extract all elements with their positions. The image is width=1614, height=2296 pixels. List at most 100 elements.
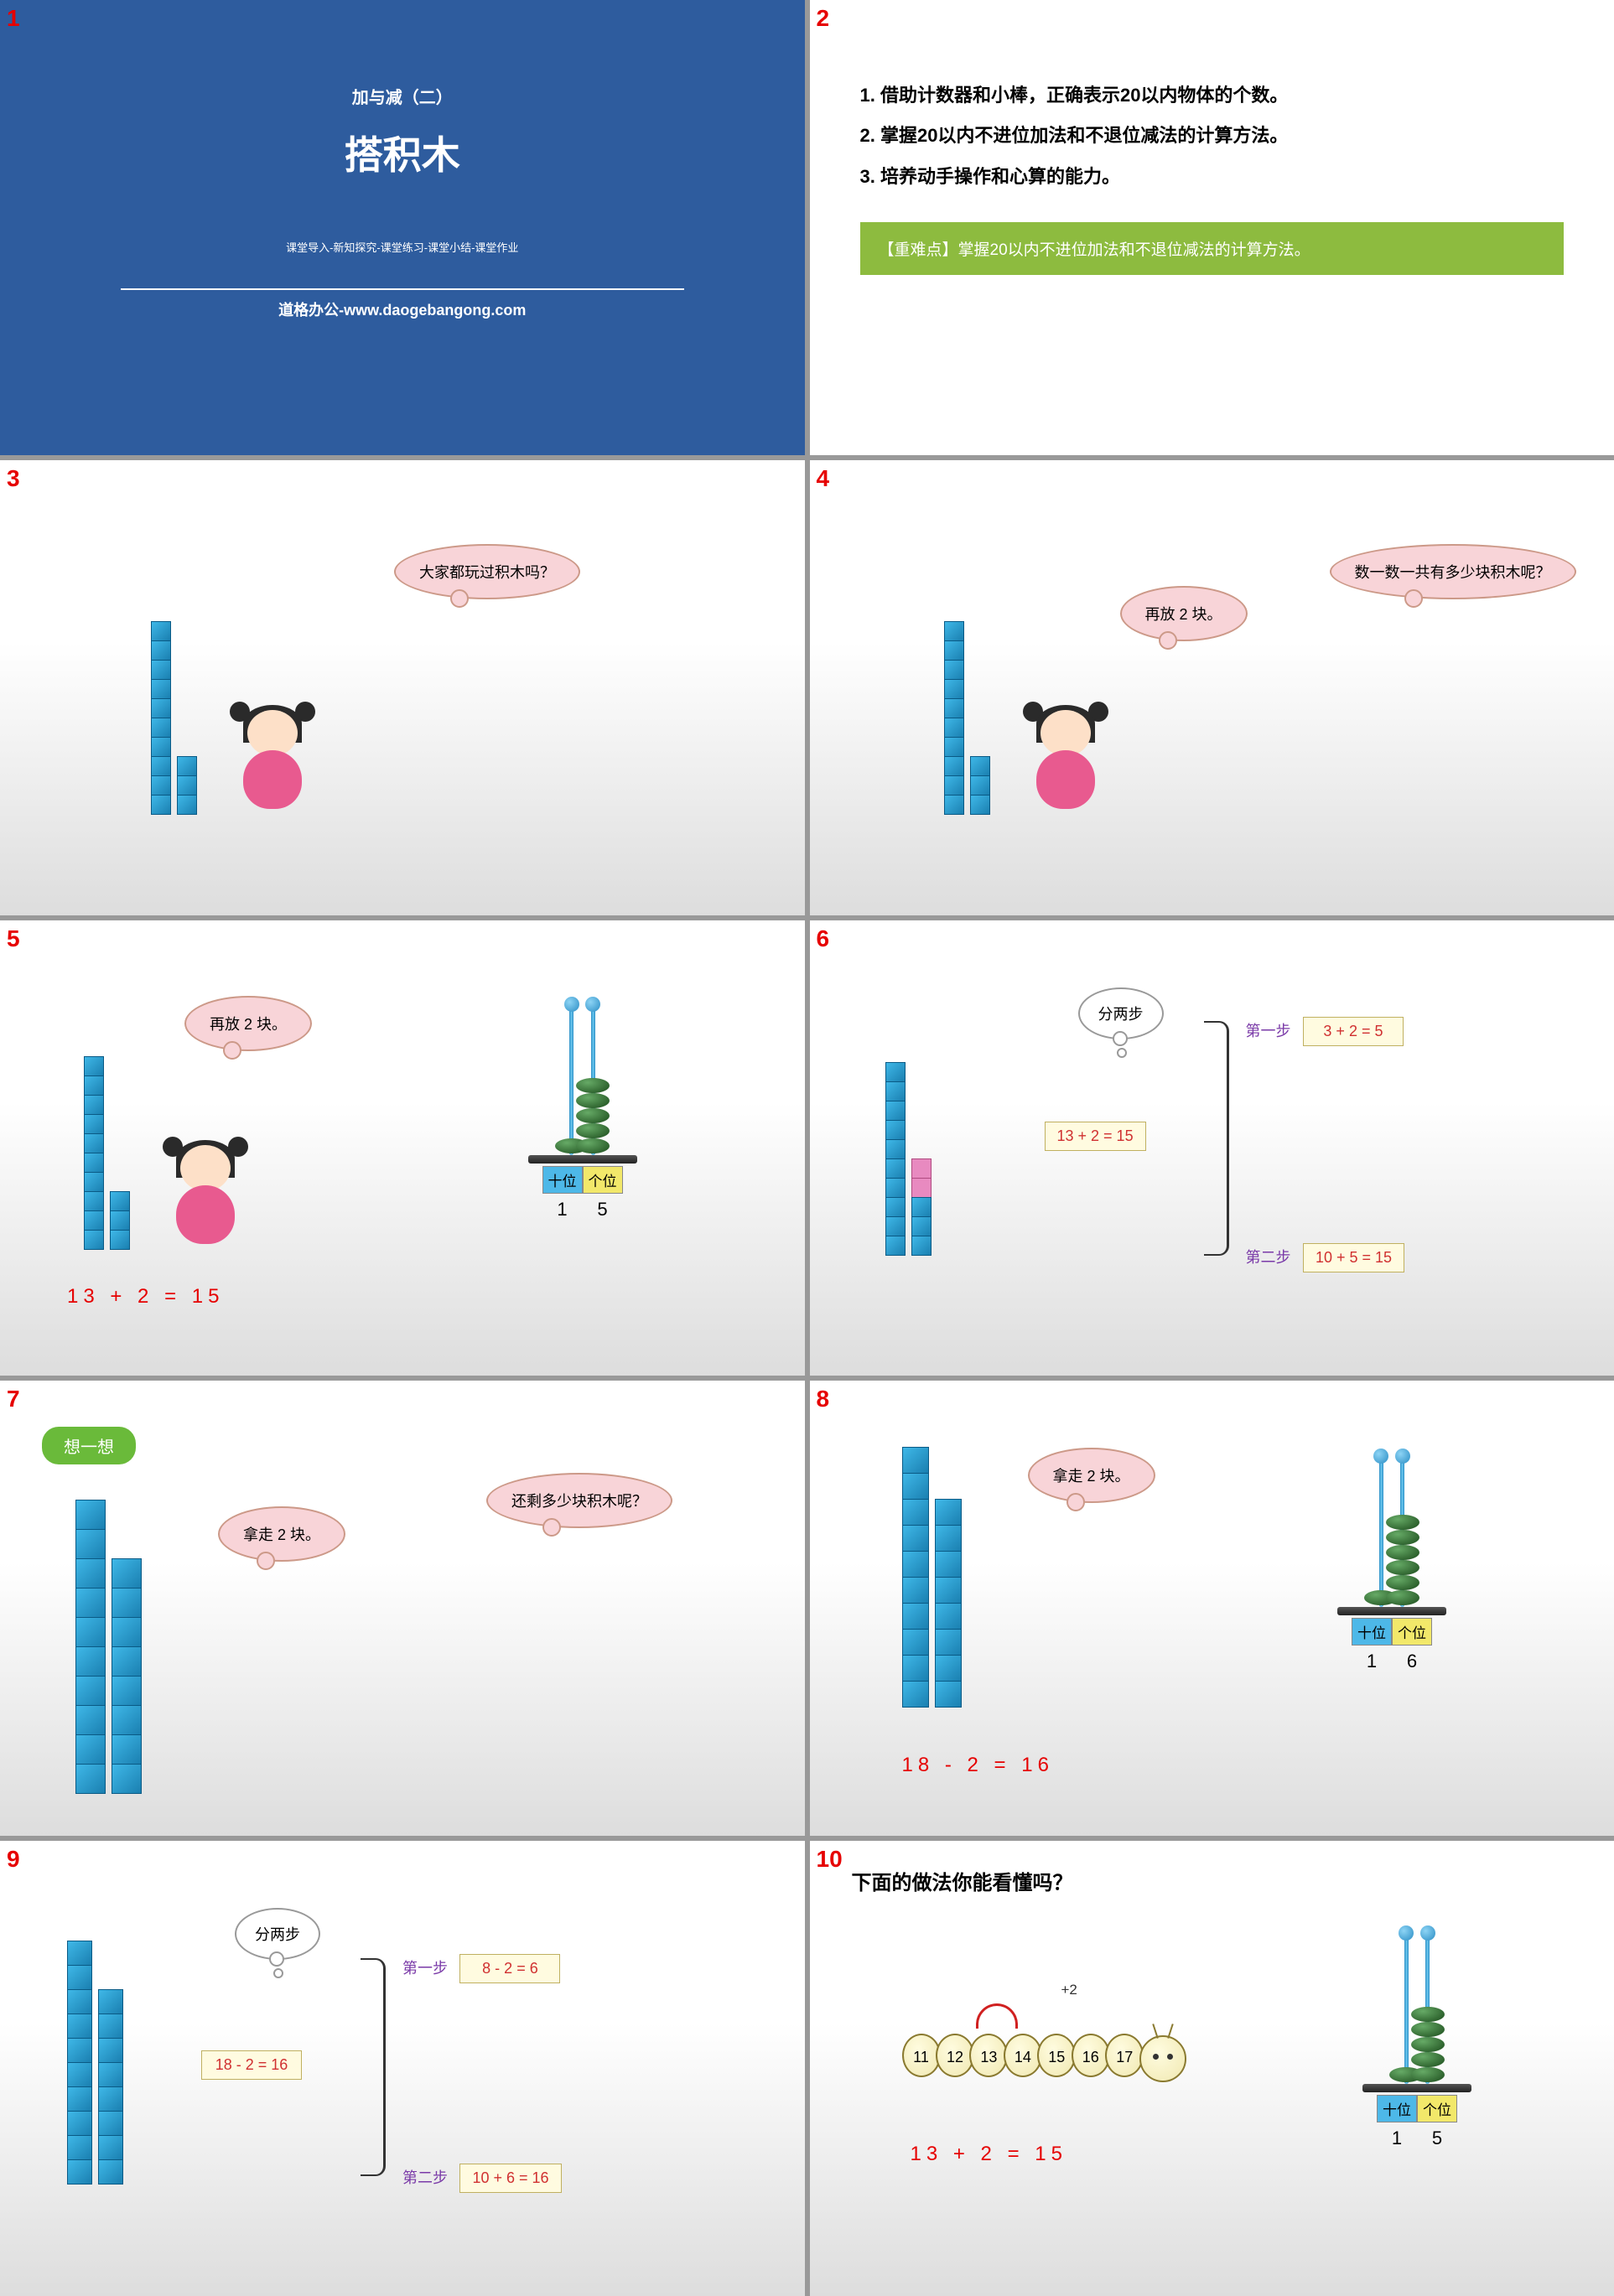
blocks-graphic	[75, 1500, 144, 1794]
caterpillar-segment: 13	[969, 2034, 1008, 2077]
ones-label: 个位	[1417, 2095, 1457, 2122]
caterpillar-segment: 17	[1105, 2034, 1144, 2077]
objectives-list: 1. 借助计数器和小棒，正确表示20以内物体的个数。 2. 掌握20以内不进位加…	[860, 75, 1565, 197]
slide-number: 8	[817, 1386, 830, 1412]
subtitle: 加与减（二）	[0, 84, 805, 108]
abacus-graphic: 十位个位 15	[528, 1004, 637, 1221]
slide-8: 8 拿走 2 块。 18 - 2 = 16 十位个位 16	[810, 1381, 1614, 1836]
slide-4: 4 再放 2 块。 数一数一共有多少块积木呢？	[810, 460, 1614, 915]
slide-number: 3	[7, 465, 20, 492]
step1-box: 8 - 2 = 6	[459, 1954, 560, 1983]
cloud-text: 分两步	[255, 1926, 300, 1943]
girl-graphic	[1020, 702, 1112, 823]
slide-5: 5 再放 2 块。 13 + 2 = 15 十位个位 15	[0, 920, 805, 1376]
step2-label: 第二步	[402, 2166, 448, 2188]
slide-title: 下面的做法你能看懂吗？	[852, 1866, 1614, 1895]
slide-6: 6 分两步 13 + 2 = 15 第一步 3 + 2 = 5 第二步 10 +…	[810, 920, 1614, 1376]
arc-label: +2	[1061, 1982, 1077, 1998]
tens-label: 十位	[542, 1166, 583, 1194]
blocks-graphic	[885, 1063, 934, 1256]
caterpillar-segment: 14	[1004, 2034, 1042, 2077]
arc-icon	[976, 2003, 1018, 2029]
objective-2: 2. 掌握20以内不进位加法和不退位减法的计算方法。	[860, 116, 1565, 156]
divider	[121, 288, 684, 290]
tens-value: 1	[542, 1199, 583, 1221]
slide-2: 2 1. 借助计数器和小棒，正确表示20以内物体的个数。 2. 掌握20以内不进…	[810, 0, 1614, 455]
result-box: 18 - 2 = 16	[201, 2050, 302, 2080]
blocks-graphic	[151, 622, 200, 815]
slide-7: 7 想一想 拿走 2 块。 还剩多少块积木呢？	[0, 1381, 805, 1836]
cloud-bubble: 分两步	[1078, 987, 1164, 1039]
step2-box: 10 + 5 = 15	[1303, 1243, 1404, 1272]
slide-number: 10	[817, 1846, 843, 1873]
speech-bubble: 再放 2 块。	[184, 996, 312, 1051]
bubble-text: 拿走 2 块。	[243, 1526, 320, 1543]
slide-10: 10 下面的做法你能看懂吗？ +2 11 12 13 14 15 16 17 1…	[810, 1841, 1614, 2296]
ones-rod	[591, 1004, 595, 1155]
tens-rod	[1379, 1456, 1383, 1607]
blocks-graphic	[67, 1941, 126, 2185]
slide-number: 5	[7, 925, 20, 952]
blocks-graphic	[902, 1448, 964, 1708]
caterpillar-segment: 12	[936, 2034, 974, 2077]
tens-value: 1	[1352, 1651, 1392, 1672]
bubble-text: 再放 2 块。	[1145, 606, 1222, 623]
ones-value: 6	[1392, 1651, 1432, 1672]
footer: 道格办公-www.daogebangong.com	[0, 298, 805, 320]
speech-bubble: 大家都玩过积木吗？	[394, 544, 580, 599]
blocks-graphic	[944, 622, 993, 815]
keypoint-box: 【重难点】掌握20以内不进位加法和不退位减法的计算方法。	[860, 222, 1565, 275]
speech-bubble: 拿走 2 块。	[1028, 1448, 1155, 1503]
ones-rod	[1400, 1456, 1404, 1607]
bubble-text: 数一数一共有多少块积木呢？	[1355, 564, 1551, 581]
cloud-text: 分两步	[1098, 1006, 1144, 1023]
caterpillar-graphic: +2 11 12 13 14 15 16 17	[911, 2034, 1186, 2082]
caterpillar-segment: 11	[902, 2034, 941, 2077]
question-text: 还剩多少块积木呢？	[511, 1493, 647, 1510]
step2-box: 10 + 6 = 16	[459, 2164, 561, 2193]
slide-number: 9	[7, 1846, 20, 1873]
ones-label: 个位	[583, 1166, 623, 1194]
slide-number: 2	[817, 5, 830, 32]
nav-text: 课堂导入-新知探究-课堂练习-课堂小结-课堂作业	[0, 239, 805, 255]
girl-graphic	[159, 1137, 252, 1258]
cloud-bubble: 分两步	[235, 1908, 320, 1960]
title: 搭积木	[0, 125, 805, 180]
objective-1: 1. 借助计数器和小棒，正确表示20以内物体的个数。	[860, 75, 1565, 116]
step1-label: 第一步	[402, 1957, 448, 1978]
ones-value: 5	[1417, 2128, 1457, 2149]
equation: 18 - 2 = 16	[902, 1754, 1054, 1777]
caterpillar-head	[1139, 2035, 1186, 2082]
bracket-icon	[361, 1958, 386, 2176]
slide-number: 7	[7, 1386, 20, 1412]
tens-rod	[1404, 1933, 1409, 2084]
slide-3: 3 大家都玩过积木吗？	[0, 460, 805, 915]
bubble-text: 再放 2 块。	[210, 1016, 287, 1033]
bubble-text: 拿走 2 块。	[1053, 1468, 1130, 1485]
girl-graphic	[226, 702, 319, 823]
blocks-graphic	[84, 1057, 132, 1250]
tens-label: 十位	[1377, 2095, 1417, 2122]
abacus-graphic: 十位个位 16	[1337, 1456, 1446, 1672]
result-box: 13 + 2 = 15	[1045, 1122, 1146, 1151]
speech-bubble-2: 数一数一共有多少块积木呢？	[1330, 544, 1576, 599]
bracket-icon	[1204, 1021, 1229, 1256]
ones-label: 个位	[1392, 1618, 1432, 1646]
objective-3: 3. 培养动手操作和心算的能力。	[860, 157, 1565, 197]
abacus-graphic: 十位个位 15	[1362, 1933, 1471, 2149]
ones-value: 5	[583, 1199, 623, 1221]
bubble-text: 大家都玩过积木吗？	[419, 564, 555, 581]
caterpillar-segment: 15	[1037, 2034, 1076, 2077]
speech-bubble-1: 再放 2 块。	[1120, 586, 1248, 641]
slide-number: 4	[817, 465, 830, 492]
tens-value: 1	[1377, 2128, 1417, 2149]
tens-rod	[569, 1004, 573, 1155]
step2-label: 第二步	[1246, 1246, 1291, 1267]
slide-9: 9 分两步 18 - 2 = 16 第一步 8 - 2 = 6 第二步 10 +…	[0, 1841, 805, 2296]
speech-bubble: 拿走 2 块。	[218, 1506, 345, 1562]
slide-number: 1	[7, 5, 20, 32]
think-tag: 想一想	[42, 1427, 136, 1464]
slide-1: 1 加与减（二） 搭积木 课堂导入-新知探究-课堂练习-课堂小结-课堂作业 道格…	[0, 0, 805, 455]
slide-grid: 1 加与减（二） 搭积木 课堂导入-新知探究-课堂练习-课堂小结-课堂作业 道格…	[0, 0, 1614, 2296]
tens-label: 十位	[1352, 1618, 1392, 1646]
